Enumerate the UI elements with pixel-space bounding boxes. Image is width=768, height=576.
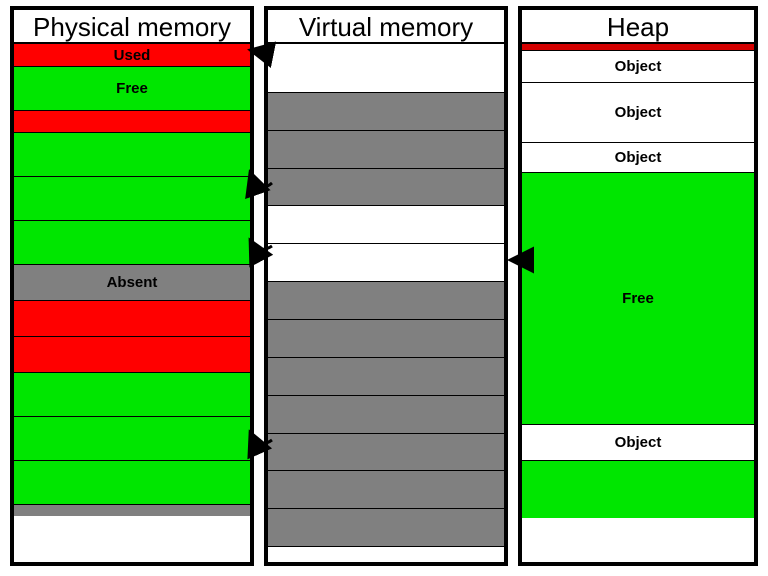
virtual-memory-title: Virtual memory xyxy=(268,10,504,44)
heap-row-label: Object xyxy=(615,58,662,75)
physical-row xyxy=(14,110,250,132)
heap-row: Free xyxy=(522,172,754,424)
heap-panel: Heap Object Object Object Free Object xyxy=(518,6,758,566)
virtual-memory-panel: Virtual memory xyxy=(264,6,508,566)
virtual-row xyxy=(268,508,504,546)
virtual-row xyxy=(268,395,504,433)
physical-memory-panel: Physical memory Used Free Absent xyxy=(10,6,254,566)
heap-row xyxy=(522,460,754,518)
physical-row: Free xyxy=(14,66,250,110)
heap-row: Object xyxy=(522,82,754,142)
virtual-row xyxy=(268,130,504,168)
physical-row xyxy=(14,336,250,372)
virtual-row xyxy=(268,44,504,92)
heap-row-label: Object xyxy=(615,149,662,166)
physical-row: Absent xyxy=(14,264,250,300)
heap-row-label: Object xyxy=(615,434,662,451)
heap-row-label: Object xyxy=(615,104,662,121)
physical-row xyxy=(14,132,250,176)
physical-row xyxy=(14,372,250,416)
heap-rows: Object Object Object Free Object xyxy=(522,44,754,562)
virtual-row xyxy=(268,281,504,319)
physical-row xyxy=(14,300,250,336)
physical-memory-rows: Used Free Absent xyxy=(14,44,250,562)
physical-row xyxy=(14,460,250,504)
physical-row-label: Used xyxy=(114,47,151,64)
virtual-row xyxy=(268,470,504,508)
heap-row: Object xyxy=(522,424,754,460)
virtual-row xyxy=(268,205,504,243)
heap-row: Object xyxy=(522,142,754,172)
virtual-row xyxy=(268,92,504,130)
physical-row xyxy=(14,416,250,460)
virtual-row xyxy=(268,243,504,281)
physical-row xyxy=(14,504,250,516)
virtual-row xyxy=(268,168,504,206)
physical-row: Used xyxy=(14,44,250,66)
virtual-memory-rows xyxy=(268,44,504,562)
heap-row: Object xyxy=(522,50,754,82)
virtual-row xyxy=(268,357,504,395)
physical-row-label: Free xyxy=(116,80,148,97)
physical-row xyxy=(14,176,250,220)
physical-memory-title: Physical memory xyxy=(14,10,250,44)
heap-row-label: Free xyxy=(622,290,654,307)
virtual-row xyxy=(268,433,504,471)
physical-row xyxy=(14,220,250,264)
physical-row-label: Absent xyxy=(107,274,158,291)
virtual-row xyxy=(268,319,504,357)
virtual-row xyxy=(268,546,504,562)
heap-title: Heap xyxy=(522,10,754,44)
